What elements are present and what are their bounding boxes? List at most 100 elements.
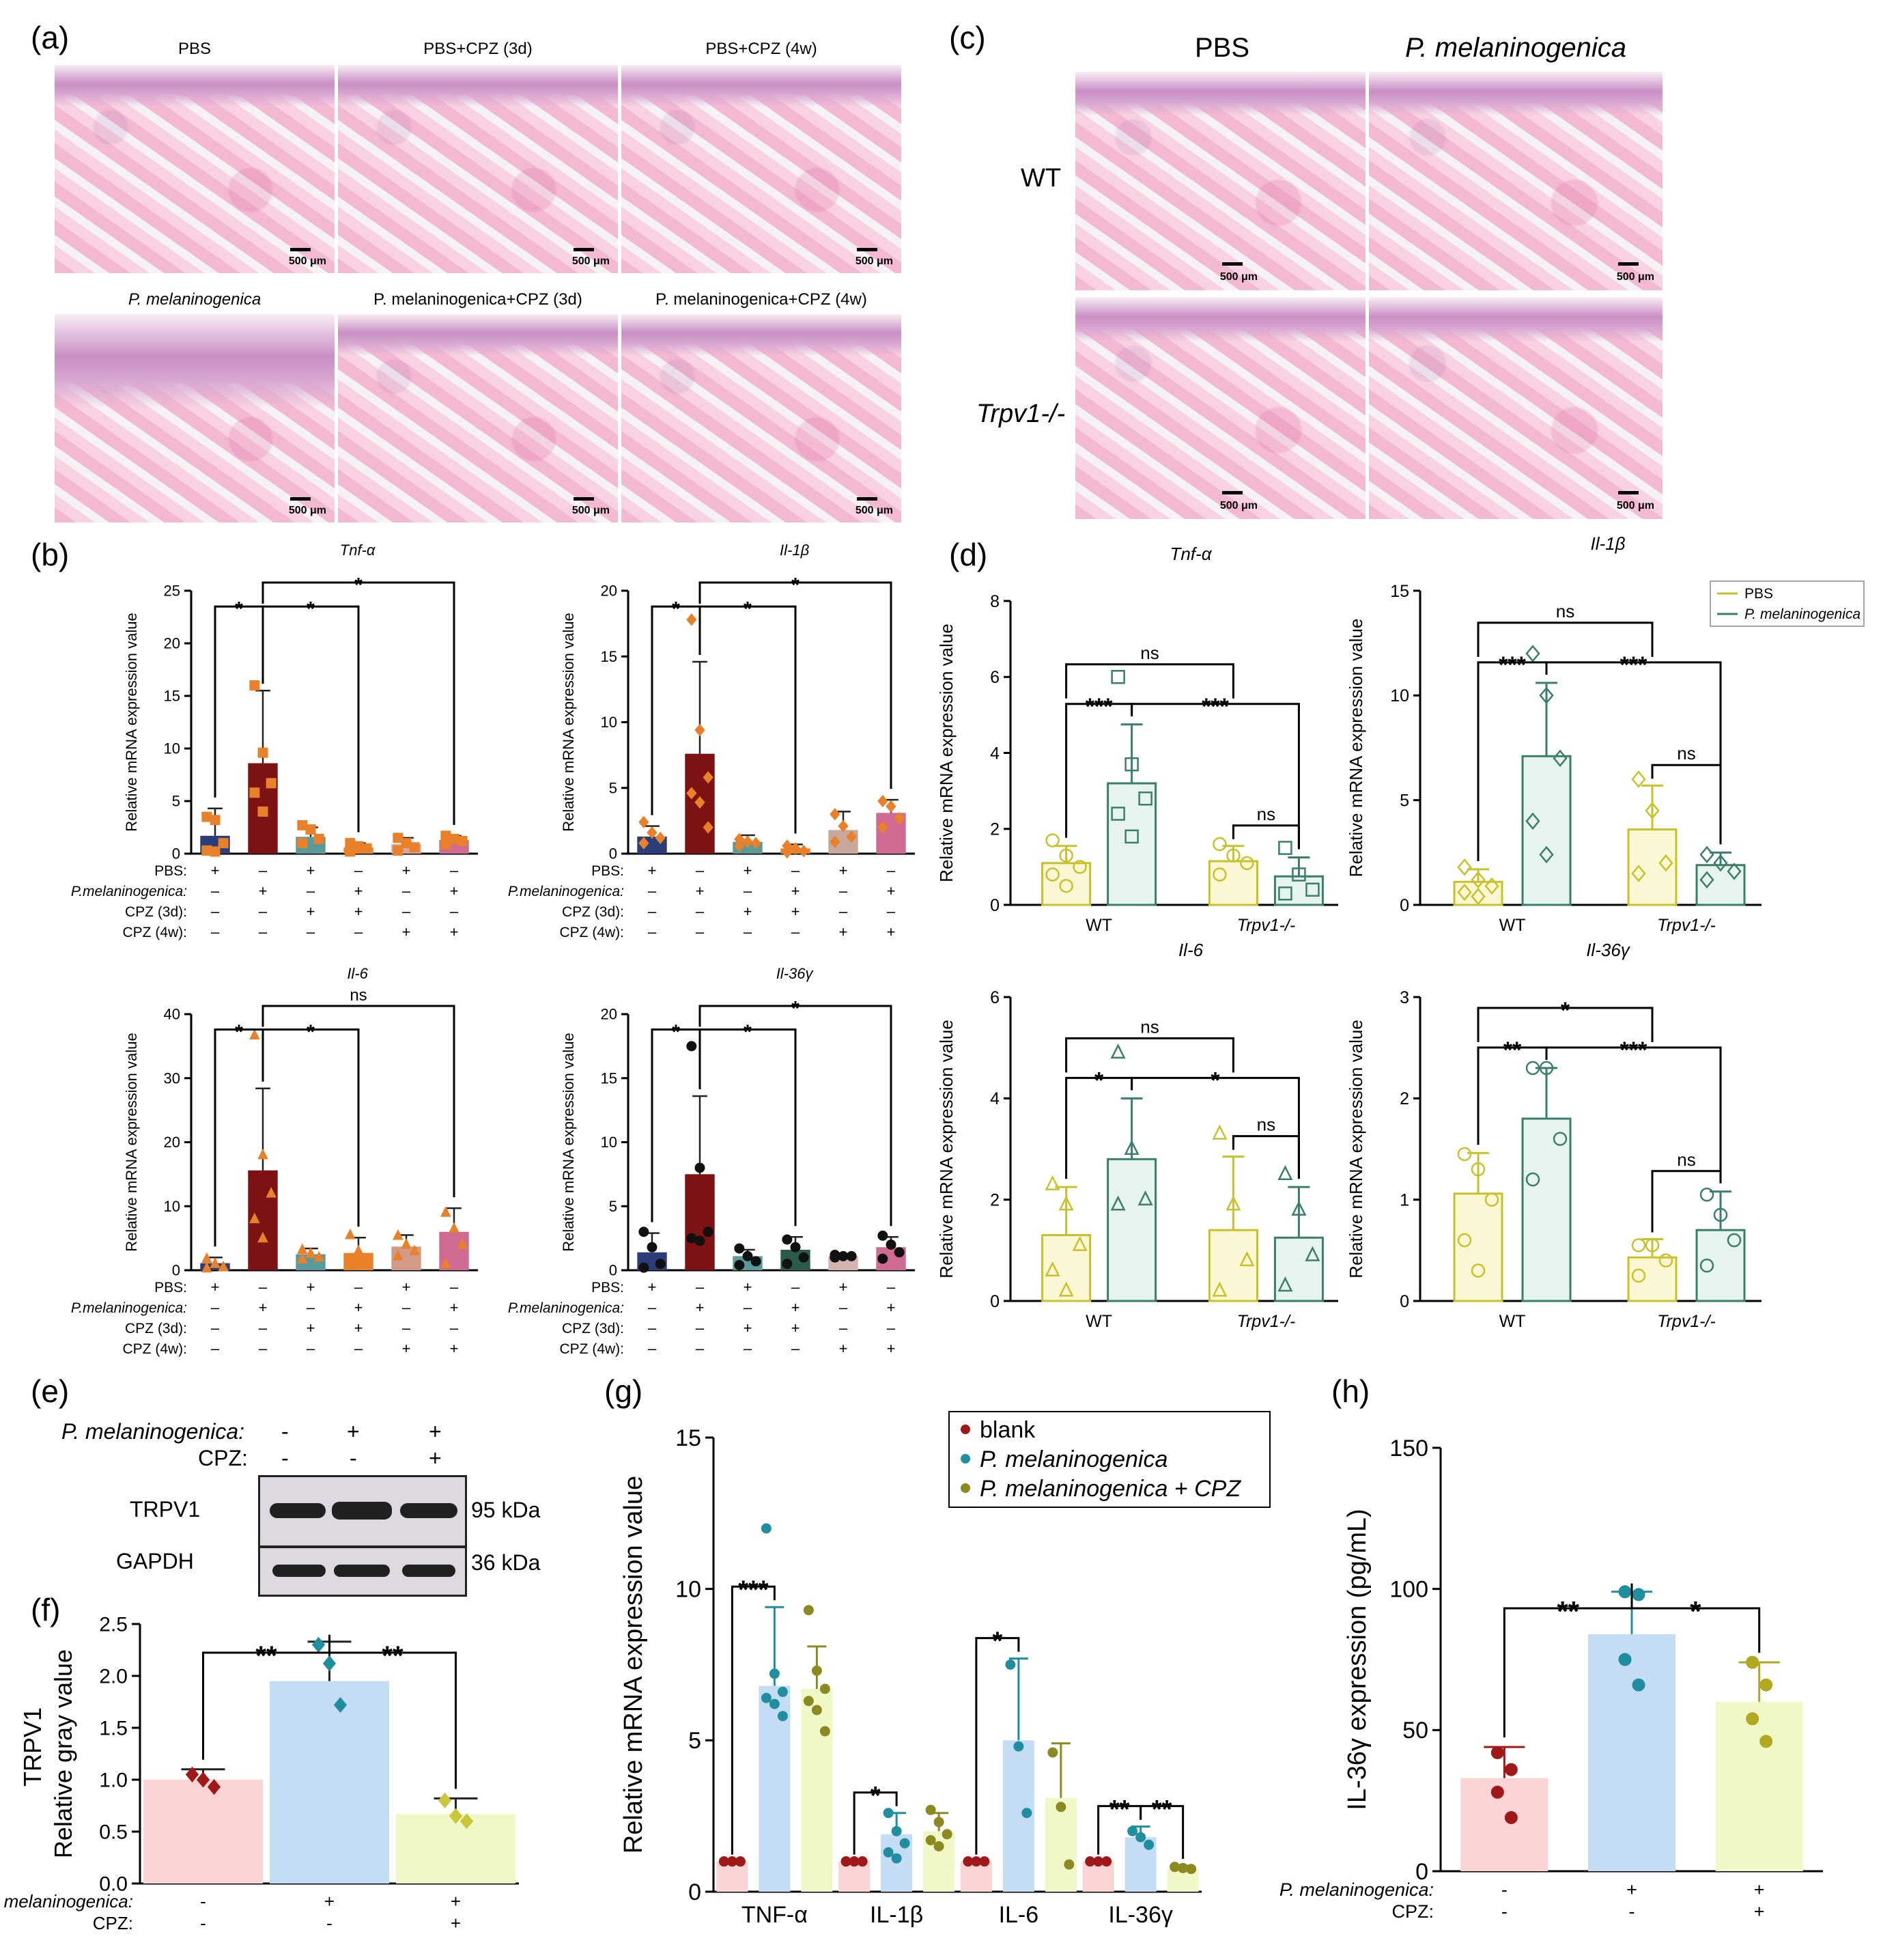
- condition-sign: +: [744, 862, 752, 879]
- data-point: [1239, 1251, 1255, 1267]
- data-point: [1278, 886, 1292, 901]
- data-point: [782, 845, 793, 859]
- data-point: [979, 1856, 990, 1867]
- y-tick-label: 10: [164, 1198, 180, 1215]
- condition-label: CPZ (3d):: [125, 1321, 187, 1336]
- y-axis-label: Relative mRNA expression value: [1346, 1020, 1366, 1278]
- data-point: [257, 1148, 268, 1160]
- micro-label: PBS+CPZ (4w): [705, 40, 817, 58]
- y-axis-label: IL-36γ expression (pg/mL): [1343, 1509, 1372, 1810]
- condition-sign: –: [211, 1319, 220, 1336]
- significance-label: **: [1109, 1795, 1130, 1824]
- legend-box: [948, 1411, 1271, 1508]
- column-label: PBS: [1194, 33, 1250, 63]
- he-stain-image: 500 μm: [1369, 297, 1663, 519]
- significance-bracket: [1477, 1007, 1654, 1042]
- data-point: [1137, 1190, 1153, 1206]
- data-point: [1013, 1741, 1024, 1752]
- data-point: [1212, 1281, 1228, 1297]
- bar: [1715, 1702, 1803, 1871]
- data-point: [933, 1817, 944, 1828]
- significance-label: *: [1094, 1068, 1104, 1094]
- data-point: [1240, 856, 1254, 871]
- condition-sign: +: [696, 882, 705, 899]
- condition-sign: +: [259, 1299, 268, 1316]
- significance-label: *: [744, 598, 752, 621]
- significance-label: *: [672, 1021, 680, 1044]
- data-point: [266, 778, 277, 789]
- data-point: [1471, 1162, 1486, 1177]
- data-point: [750, 1256, 761, 1267]
- x-tick-label: IL-36γ: [1108, 1902, 1173, 1928]
- condition-sign: +: [648, 862, 657, 879]
- data-point: [1471, 871, 1486, 888]
- significance-bracket: [1131, 703, 1300, 848]
- significance-label: *: [1211, 1068, 1220, 1094]
- data-point: [877, 1230, 888, 1241]
- y-axis-label: Relative mRNA expression value: [123, 613, 140, 831]
- data-point: [333, 1696, 348, 1713]
- data-point: [457, 1237, 468, 1249]
- y-tick-label: 10: [1390, 686, 1409, 705]
- significance-label: ns: [350, 986, 367, 1005]
- data-point: [345, 1258, 356, 1270]
- condition-sign: –: [402, 1299, 411, 1316]
- condition-sign: +: [696, 1299, 705, 1316]
- data-point: [1504, 1763, 1518, 1776]
- condition-sign: –: [887, 1278, 896, 1296]
- data-point: [1212, 1124, 1228, 1140]
- condition-sign: –: [648, 882, 657, 899]
- data-point: [1658, 1253, 1673, 1268]
- data-point: [393, 832, 404, 843]
- data-point: [647, 826, 657, 839]
- significance-bracket: [1232, 1135, 1300, 1179]
- micro-label: PBS: [178, 40, 212, 58]
- y-tick-label: 20: [164, 635, 180, 652]
- data-point: [1045, 833, 1060, 848]
- legend-label: PBS: [1744, 586, 1773, 602]
- blot-label: TRPV1: [130, 1497, 201, 1522]
- bar: [143, 1780, 263, 1884]
- micro-label: PBS+CPZ (3d): [423, 40, 533, 58]
- data-point: [249, 680, 260, 691]
- condition-sign: +: [307, 1319, 315, 1336]
- significance-bracket: [1131, 1076, 1300, 1178]
- data-point: [1072, 1235, 1088, 1251]
- significance-bracket: [853, 1791, 898, 1855]
- data-point: [694, 723, 705, 737]
- condition-sign: +: [307, 862, 315, 879]
- data-point: [703, 1227, 713, 1237]
- data-point: [1305, 882, 1320, 897]
- condition-sign: +: [791, 903, 800, 920]
- data-point: [734, 1260, 745, 1270]
- condition-sign: +: [450, 923, 459, 940]
- data-point: [1213, 867, 1227, 882]
- data-point: [1073, 860, 1087, 874]
- y-tick-label: 0: [688, 1879, 701, 1905]
- condition-sign: +: [744, 1278, 752, 1296]
- chart-title: Tnf-α: [1170, 544, 1212, 564]
- y-tick-label: 0: [1415, 1859, 1428, 1885]
- data-point: [201, 1261, 212, 1273]
- significance-bracket: [1545, 661, 1722, 843]
- data-point: [257, 1231, 268, 1243]
- condition-sign: –: [648, 903, 657, 920]
- data-point: [769, 1698, 780, 1709]
- data-point: [899, 1838, 910, 1849]
- condition-sign: –: [839, 1319, 848, 1336]
- data-point: [1631, 865, 1646, 882]
- data-point: [196, 1772, 210, 1788]
- condition-sign: –: [887, 862, 896, 879]
- y-tick-label: 5: [609, 779, 617, 796]
- condition-sign: -: [350, 1446, 357, 1470]
- significance-bracket: [328, 1634, 457, 1789]
- condition-sign: +: [451, 1913, 461, 1933]
- data-point: [1045, 867, 1060, 882]
- condition-sign: –: [259, 903, 268, 920]
- data-point: [877, 1253, 888, 1264]
- significance-bracket: [731, 1585, 776, 1855]
- x-tick-label: Trpv1-/-: [1237, 916, 1296, 935]
- data-point: [440, 1257, 451, 1268]
- condition-label: CPZ:: [93, 1913, 133, 1933]
